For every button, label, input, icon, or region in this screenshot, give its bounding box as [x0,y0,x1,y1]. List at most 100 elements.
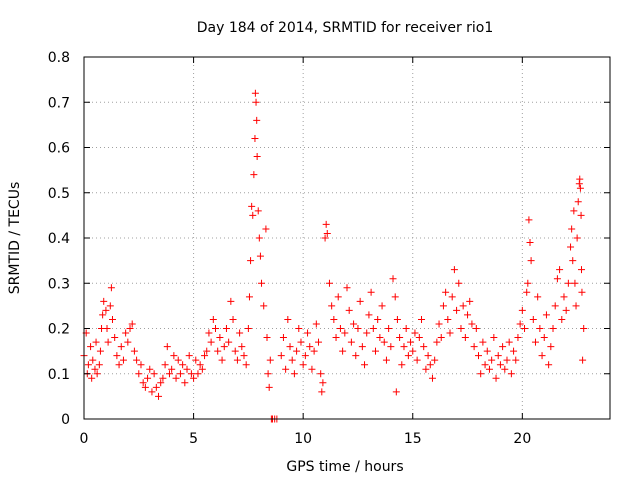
data-point [176,370,184,378]
data-point [231,347,239,355]
y-tick-label: 0.6 [48,141,70,157]
data-point [146,365,154,373]
data-point [277,352,285,360]
data-point [187,370,195,378]
data-point [253,116,261,124]
x-tick-label: 0 [80,431,89,447]
data-point [363,329,371,337]
data-point [301,352,309,360]
data-point [571,279,579,287]
data-point [299,361,307,369]
data-point [562,306,570,314]
data-point [336,325,344,332]
data-point [529,315,537,323]
data-point [84,361,92,369]
data-point [358,343,366,351]
data-point [477,370,485,378]
data-point [455,279,463,287]
x-tick-label: 10 [294,431,312,447]
data-point [310,347,318,355]
data-point [485,365,493,373]
data-point [573,234,581,242]
data-point [568,225,576,233]
data-point [96,347,104,355]
y-tick-label: 0.8 [48,50,70,66]
data-point [325,279,333,287]
data-point [203,347,211,355]
data-point [248,202,256,210]
data-point [576,184,584,192]
data-point [108,315,116,323]
data-point [247,257,255,265]
data-point [102,306,110,314]
data-point [510,347,518,355]
data-point [380,338,388,346]
data-point [545,361,553,369]
data-point [542,311,550,319]
data-point [194,370,202,378]
data-point [161,361,169,369]
data-point [150,370,158,378]
data-point [253,153,261,161]
x-tick-label: 15 [404,431,422,447]
data-point [431,356,439,364]
data-point [185,352,193,360]
data-point [553,275,561,283]
data-point [207,338,215,346]
data-point [527,257,535,265]
data-point [255,234,263,242]
data-point [525,216,533,224]
data-point [117,343,125,351]
data-point [93,370,101,378]
data-point [540,334,548,342]
data-point [236,329,244,337]
data-point [352,352,360,360]
data-point [577,211,585,219]
data-point [499,343,507,351]
y-tick-label: 0.4 [48,231,70,247]
data-point [400,343,408,351]
data-point [549,325,557,332]
y-tick-label: 0.3 [48,276,70,292]
data-point [492,374,500,382]
x-tick-label: 20 [513,431,531,447]
data-point [339,347,347,355]
data-point [174,356,182,364]
data-point [155,392,163,400]
data-point [157,379,165,387]
data-point [547,343,555,351]
data-point [448,293,456,301]
data-point [457,325,465,332]
data-point [494,352,502,360]
data-point [262,225,270,233]
data-point [361,361,369,369]
data-point [319,379,327,387]
data-point [119,356,127,364]
data-point [376,334,384,342]
data-point [209,315,217,323]
data-point [479,338,487,346]
data-point [165,370,173,378]
data-point [470,343,478,351]
data-point [521,325,529,332]
data-point [453,306,461,314]
y-axis: 0 0.1 0.2 0.3 0.4 0.5 0.6 0.7 0.8 [48,50,610,428]
grid-lines [84,57,610,419]
data-point [481,361,489,369]
data-point [91,365,99,373]
data-point [111,334,119,342]
data-point [99,311,107,319]
data-point [218,356,226,364]
data-point [518,306,526,314]
data-point [505,338,513,346]
data-point [409,347,417,355]
data-point [297,338,305,346]
data-point [365,311,373,319]
data-point [418,315,426,323]
data-point [579,356,587,364]
data-point [222,325,230,332]
data-point [192,356,200,364]
data-point [578,288,586,296]
data-point [415,334,423,342]
